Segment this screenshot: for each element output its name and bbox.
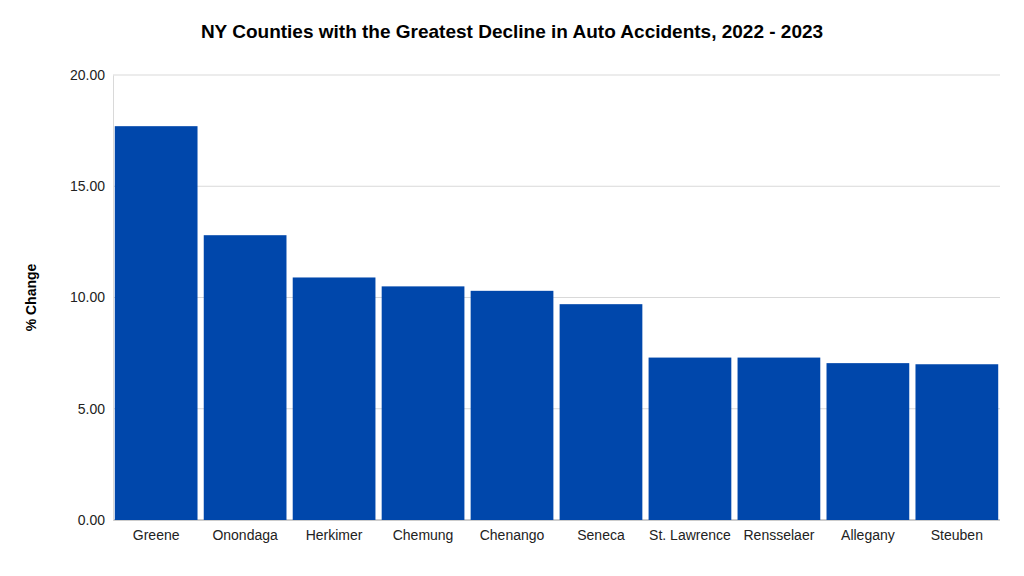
x-tick: Chemung bbox=[393, 520, 454, 543]
grid bbox=[113, 75, 1000, 520]
x-tick: Chenango bbox=[480, 520, 545, 543]
bar bbox=[738, 358, 821, 520]
x-tick-label: Rensselaer bbox=[744, 527, 815, 543]
x-tick-label: Onondaga bbox=[212, 527, 278, 543]
x-tick-label: St. Lawrence bbox=[649, 527, 731, 543]
x-tick: Onondaga bbox=[212, 520, 278, 543]
y-axis-title: % Change bbox=[23, 263, 39, 331]
title: NY Counties with the Greatest Decline in… bbox=[201, 21, 823, 42]
x-tick: Allegany bbox=[841, 520, 895, 543]
bar bbox=[204, 235, 287, 520]
bar bbox=[560, 304, 643, 520]
bar bbox=[293, 277, 376, 520]
bars bbox=[115, 126, 998, 520]
x-tick-label: Seneca bbox=[577, 527, 625, 543]
x-tick-label: Chemung bbox=[393, 527, 454, 543]
x-tick: Seneca bbox=[577, 520, 625, 543]
bar bbox=[649, 358, 732, 520]
y-tick-label: 0.00 bbox=[78, 512, 105, 528]
grid-line bbox=[113, 186, 1000, 187]
y-tick: 5.00 bbox=[78, 401, 113, 417]
x-tick: Steuben bbox=[931, 520, 983, 543]
y-tick: 20.00 bbox=[70, 67, 113, 83]
bar bbox=[471, 291, 554, 520]
y-tick: 0.00 bbox=[78, 512, 113, 528]
chart: 0.00 5.00 10.00 15.00 20.00 Greene Onondaga Her… bbox=[0, 0, 1024, 576]
bar bbox=[915, 364, 998, 520]
y-axis-line bbox=[113, 76, 114, 521]
x-tick: St. Lawrence bbox=[649, 520, 731, 543]
grid-line bbox=[113, 75, 1000, 76]
x-tick: Rensselaer bbox=[744, 520, 815, 543]
y-tick: 10.00 bbox=[70, 289, 113, 305]
x-tick-label: Allegany bbox=[841, 527, 895, 543]
bar bbox=[115, 126, 198, 520]
y-tick-label: 10.00 bbox=[70, 289, 105, 305]
y-tick-label: 20.00 bbox=[70, 67, 105, 83]
x-tick-label: Greene bbox=[133, 527, 180, 543]
x-tick-label: Chenango bbox=[480, 527, 545, 543]
plot: 0.00 5.00 10.00 15.00 20.00 Greene Onondaga Her… bbox=[70, 67, 1000, 543]
x-tick: Greene bbox=[133, 520, 180, 543]
bar bbox=[382, 286, 465, 520]
y-axis: 0.00 5.00 10.00 15.00 20.00 bbox=[70, 67, 114, 528]
bar bbox=[827, 363, 910, 520]
y-tick-label: 5.00 bbox=[78, 401, 105, 417]
y-tick-label: 15.00 bbox=[70, 178, 105, 194]
x-tick: Herkimer bbox=[306, 520, 363, 543]
y-tick: 15.00 bbox=[70, 178, 113, 194]
x-tick-label: Herkimer bbox=[306, 527, 363, 543]
x-tick-label: Steuben bbox=[931, 527, 983, 543]
x-axis: Greene Onondaga Herkimer Chemung Chenango Sen… bbox=[133, 520, 983, 543]
